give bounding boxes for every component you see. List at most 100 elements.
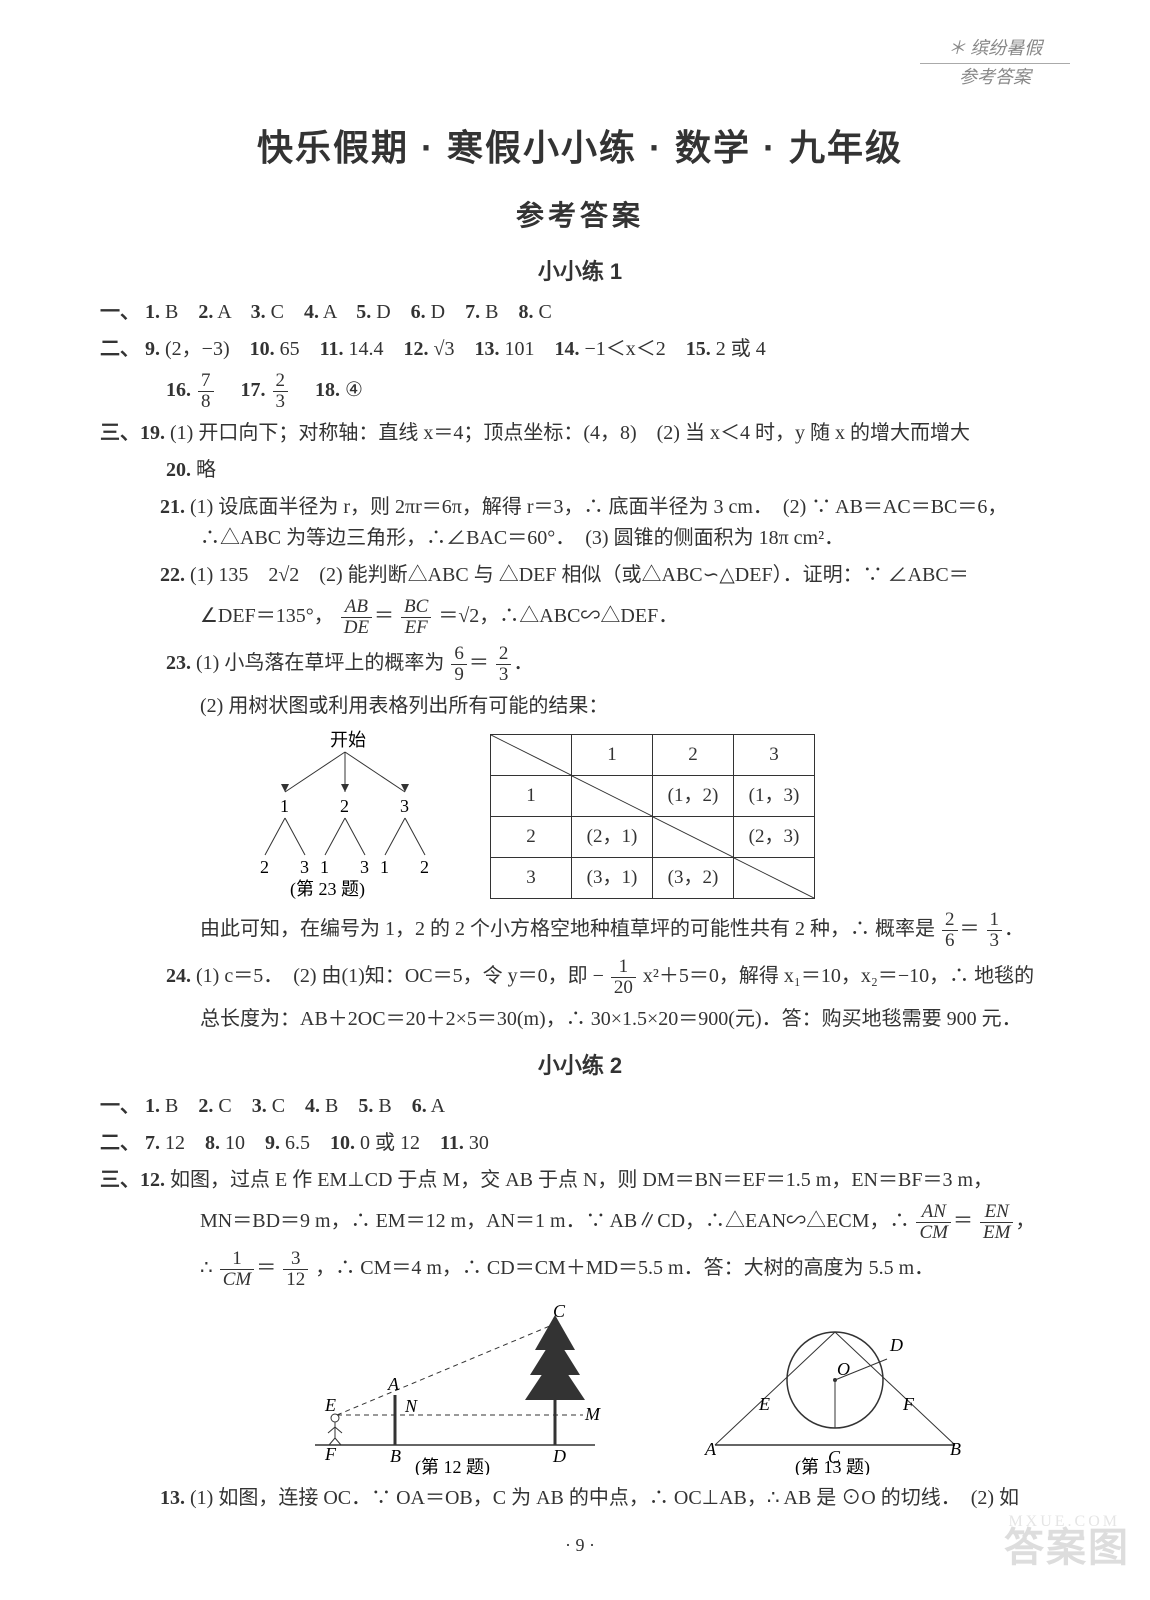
q13: 13. (1) 如图，连接 OC．∵ OA＝OB，C 为 AB 的中点，∴ OC…	[100, 1483, 1060, 1514]
q23-figures: 开始 123 23 13 12 (第 23 题) 1 2 3 1	[100, 730, 1060, 900]
diag-cell	[491, 734, 572, 775]
section-1-2b: 16. 78 17. 23 18. ④	[100, 371, 1060, 412]
frac-1-20: 120	[611, 957, 636, 998]
q17-frac: 23	[273, 371, 289, 412]
q20-n: 20.	[166, 459, 191, 481]
frac-an-cm: ANCM	[916, 1202, 951, 1243]
svg-text:2: 2	[340, 796, 349, 816]
th-2: 2	[653, 734, 734, 775]
q22-tc: ＝√2，∴△ABC∽△DEF．	[438, 605, 678, 627]
q22-tb: ∠DEF＝135°，	[200, 605, 334, 627]
svg-text:D: D	[889, 1335, 903, 1355]
prefix-1-1: 一、	[100, 301, 140, 323]
frac-2-3: 23	[496, 644, 512, 685]
page-subtitle: 参考答案	[100, 194, 1060, 237]
q13-n: 13.	[160, 1487, 185, 1509]
svg-text:E: E	[324, 1395, 336, 1415]
q19-text: (1) 开口向下；对称轴：直线 x＝4；顶点坐标：(4，8) (2) 当 x＜4…	[170, 422, 970, 444]
q21: 21. (1) 设底面半径为 r，则 2πr＝6π，解得 r＝3，∴ 底面半径为…	[100, 492, 1060, 554]
q12-n: 12.	[140, 1169, 165, 1191]
diag-cell	[653, 816, 734, 857]
q21-text: (1) 设底面半径为 r，则 2πr＝6π，解得 r＝3，∴ 底面半径为 3 c…	[190, 496, 1007, 549]
frac-3-12: 312	[283, 1249, 308, 1290]
prefix-2-2: 二、	[100, 1132, 140, 1154]
q20-text: 略	[196, 459, 216, 481]
prefix-2-1: 一、	[100, 1095, 140, 1117]
svg-text:3: 3	[300, 857, 309, 877]
q12c: ∴ 1CM＝ 312 ，∴ CM＝4 m，∴ CD＝CM＋MD＝5.5 m．答：…	[100, 1249, 1060, 1290]
q16-frac: 78	[198, 371, 214, 412]
q18-n: 18.	[315, 379, 340, 401]
q22-ta: (1) 135 2√2 (2) 能判断△ABC 与 △DEF 相似（或△ABC∽…	[190, 564, 969, 586]
section-heading-1: 小小练 1	[100, 255, 1060, 289]
q13-text: (1) 如图，连接 OC．∵ OA＝OB，C 为 AB 的中点，∴ OC⊥AB，…	[190, 1487, 1019, 1509]
svg-text:1: 1	[320, 857, 329, 877]
c13: (1，3)	[734, 775, 815, 816]
th-1: 1	[572, 734, 653, 775]
frac-2-6: 26	[942, 910, 958, 951]
q24-tb: x²＋5＝0，解得 x₁＝10，x₂＝−10，∴ 地毯的	[643, 965, 1034, 987]
c32: (3，2)	[653, 857, 734, 898]
q24a: 24. (1) c＝5． (2) 由(1)知：OC＝5，令 y＝0，即 − 12…	[100, 957, 1060, 998]
q20: 20. 略	[100, 455, 1060, 486]
q23b: (2) 用树状图或利用表格列出所有可能的结果：	[100, 691, 1060, 722]
svg-text:B: B	[950, 1439, 961, 1459]
q12b: MN＝BD＝9 m，∴ EM＝12 m，AN＝1 m．∵ AB∥CD，∴△EAN…	[100, 1202, 1060, 1243]
r2h: 2	[491, 816, 572, 857]
svg-text:O: O	[837, 1359, 850, 1379]
q12-tc: ∴	[200, 1257, 213, 1279]
q24-n: 24.	[166, 965, 191, 987]
section-1-1: 一、 1. B 2. A 3. C 4. A 5. D 6. D 7. B 8.…	[100, 297, 1060, 328]
frac-6-9: 69	[451, 644, 467, 685]
q12-tb: MN＝BD＝9 m，∴ EM＝12 m，AN＝1 m．∵ AB∥CD，∴△EAN…	[200, 1210, 909, 1232]
q16-n: 16.	[166, 379, 191, 401]
svg-text:(第 12 题): (第 12 题)	[415, 1457, 490, 1475]
svg-text:B: B	[390, 1446, 401, 1466]
svg-text:C: C	[553, 1305, 566, 1321]
logo-bottom: 参考答案	[920, 64, 1070, 92]
prefix-1-2: 二、	[100, 338, 140, 360]
q18-v: ④	[345, 379, 363, 401]
frac-1-3: 13	[987, 910, 1003, 951]
c31: (3，1)	[572, 857, 653, 898]
q21-n: 21.	[160, 496, 185, 518]
frac-en-em: ENEM	[980, 1202, 1013, 1243]
page-number: · 9 ·	[100, 1532, 1060, 1560]
svg-text:E: E	[758, 1394, 770, 1414]
figure-12: E F A N B C M D (第 12 题)	[295, 1305, 635, 1475]
q17-n: 17.	[241, 379, 266, 401]
q22-n: 22.	[160, 564, 185, 586]
c12: (1，2)	[653, 775, 734, 816]
prefix-2-3: 三、	[100, 1169, 140, 1191]
frac-1-cm: 1CM	[220, 1249, 255, 1290]
result-table: 1 2 3 1 (1，2) (1，3) 2 (2，1) (2，3) 3 (3，1…	[490, 734, 815, 899]
c23: (2，3)	[734, 816, 815, 857]
svg-text:F: F	[902, 1394, 915, 1414]
section-1-2: 二、 9. (2，−3) 10. 65 11. 14.4 12. √3 13. …	[100, 334, 1060, 365]
svg-text:开始: 开始	[330, 730, 366, 750]
ans-block-2-2: 7. 12 8. 10 9. 6.5 10. 0 或 12 11. 30	[145, 1132, 489, 1154]
section-heading-2: 小小练 2	[100, 1049, 1060, 1083]
svg-text:D: D	[552, 1446, 566, 1466]
q23-n: 23.	[166, 652, 191, 674]
bottom-figures: E F A N B C M D (第 12 题) O A B C E F D (	[220, 1305, 1060, 1475]
svg-text:A: A	[704, 1439, 717, 1459]
q12a: 三、12. 如图，过点 E 作 EM⊥CD 于点 M，交 AB 于点 N，则 D…	[100, 1165, 1060, 1196]
svg-text:(第 13 题): (第 13 题)	[795, 1457, 870, 1475]
svg-text:2: 2	[420, 857, 429, 877]
watermark-logo: 答案图	[1004, 1517, 1130, 1579]
svg-text:A: A	[387, 1374, 400, 1394]
svg-text:1: 1	[380, 857, 389, 877]
diag-cell	[572, 775, 653, 816]
ans-block-1-2a: 9. (2，−3) 10. 65 11. 14.4 12. √3 13. 101…	[145, 338, 766, 360]
q19: 三、19. (1) 开口向下；对称轴：直线 x＝4；顶点坐标：(4，8) (2)…	[100, 418, 1060, 449]
section-2-2: 二、 7. 12 8. 10 9. 6.5 10. 0 或 12 11. 30	[100, 1128, 1060, 1159]
q12-td: ，∴ CM＝4 m，∴ CD＝CM＋MD＝5.5 m．答：大树的高度为 5.5 …	[315, 1257, 934, 1279]
q24-tc: 总长度为：AB＋2OC＝20＋2×5＝30(m)，∴ 30×1.5×20＝900…	[200, 1008, 1022, 1030]
svg-text:N: N	[404, 1396, 418, 1416]
q23c: 由此可知，在编号为 1，2 的 2 个小方格空地种植草坪的可能性共有 2 种，∴…	[100, 910, 1060, 951]
svg-text:(第 23 题): (第 23 题)	[290, 879, 365, 900]
q22b: ∠DEF＝135°， ABDE＝ BCEF ＝√2，∴△ABC∽△DEF．	[100, 597, 1060, 638]
q12-ta: 如图，过点 E 作 EM⊥CD 于点 M，交 AB 于点 N，则 DM＝BN＝E…	[170, 1169, 993, 1191]
q23a: 23. (1) 小鸟落在草坪上的概率为 69＝ 23．	[100, 644, 1060, 685]
